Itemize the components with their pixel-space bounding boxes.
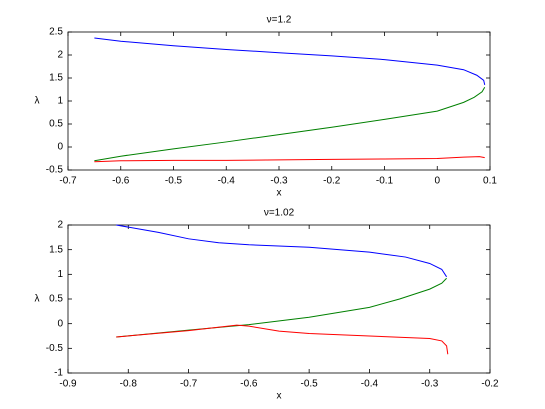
y-axis-label: λ [35, 96, 40, 107]
x-axis-label: x [277, 188, 282, 199]
y-tick-label: 1 [57, 269, 63, 280]
x-axis-label: x [277, 391, 282, 402]
y-tick-label: 1 [57, 96, 63, 107]
data-line [94, 156, 485, 163]
y-tick-label: 0.5 [49, 294, 63, 305]
y-tick-label: 0 [57, 318, 63, 329]
x-tick-label: -0.3 [270, 176, 288, 187]
x-tick-label: -0.8 [120, 379, 138, 390]
x-tick-label: -0.7 [180, 379, 198, 390]
y-tick-label: 2.5 [49, 27, 63, 38]
plot-area [67, 224, 491, 374]
y-tick-label: -0.5 [46, 343, 64, 354]
data-line [94, 86, 486, 162]
x-tick-label: -0.6 [112, 176, 130, 187]
y-tick-label: -1 [54, 368, 63, 379]
x-tick-label: -0.7 [59, 176, 77, 187]
data-line [116, 324, 449, 355]
chart-title: ν=1.02 [264, 208, 295, 219]
y-tick-label: 0 [57, 142, 63, 153]
x-tick-label: -0.2 [323, 176, 341, 187]
y-axis-label: λ [35, 294, 40, 305]
x-tick-label: -0.5 [165, 176, 183, 187]
y-tick-label: 1.5 [49, 73, 63, 84]
y-tick-label: 2 [57, 50, 63, 61]
x-tick-label: -0.1 [376, 176, 394, 187]
data-line [94, 37, 486, 86]
chart-title: ν=1.2 [267, 15, 292, 26]
y-tick-label: 1.5 [49, 244, 63, 255]
x-tick-label: -0.5 [301, 379, 319, 390]
x-tick-label: -0.4 [218, 176, 236, 187]
x-tick-label: 0.1 [483, 176, 497, 187]
x-tick-label: -0.9 [59, 379, 77, 390]
x-tick-label: 0 [434, 176, 440, 187]
x-tick-label: -0.2 [481, 379, 499, 390]
y-tick-label: 0.5 [49, 119, 63, 130]
x-tick-label: -0.3 [421, 379, 439, 390]
x-tick-label: -0.4 [361, 379, 379, 390]
y-tick-label: -0.5 [46, 165, 64, 176]
data-line [116, 224, 448, 278]
plot-area [67, 31, 491, 171]
x-tick-label: -0.6 [240, 379, 258, 390]
y-tick-label: 2 [57, 220, 63, 231]
